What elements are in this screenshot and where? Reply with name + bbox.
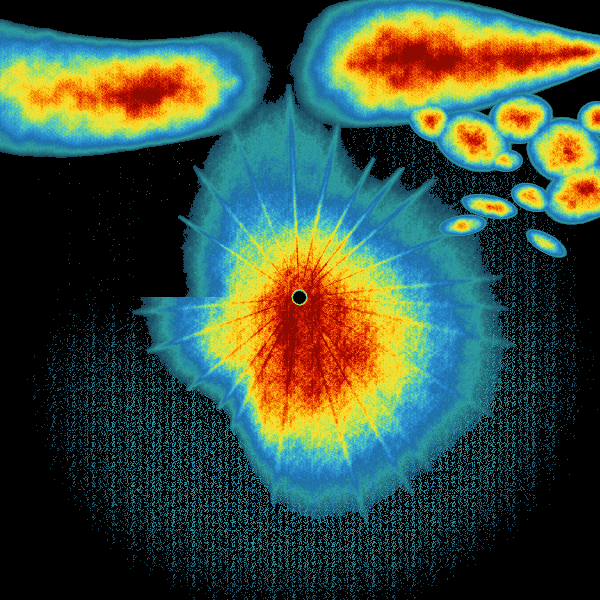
radar-image-viewport: Weather Radar Reflectivity PPI dBZ Base … (0, 0, 600, 600)
radar-reflectivity-heatmap (0, 0, 600, 600)
